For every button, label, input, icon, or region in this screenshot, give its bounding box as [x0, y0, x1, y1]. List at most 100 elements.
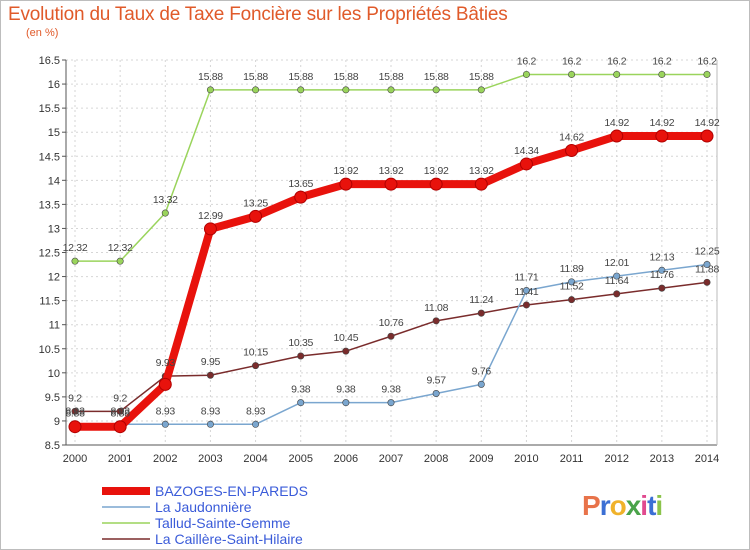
y-tick-label: 13 — [48, 223, 60, 235]
data-point — [387, 86, 395, 94]
x-tick-label: 2002 — [153, 453, 177, 465]
x-tick-label: 2013 — [650, 453, 674, 465]
y-tick-label: 12 — [48, 272, 60, 284]
data-label: 14.92 — [604, 117, 629, 129]
data-label: 13.25 — [243, 197, 268, 209]
data-point — [161, 420, 169, 428]
data-point — [474, 177, 488, 191]
x-tick-label: 2007 — [379, 453, 403, 465]
data-point — [342, 347, 350, 355]
data-point — [658, 70, 666, 78]
data-label: 9.2 — [113, 392, 127, 404]
data-label: 15.88 — [469, 71, 494, 83]
y-tick-label: 16.5 — [39, 55, 60, 67]
data-point — [252, 86, 260, 94]
data-point — [387, 399, 395, 407]
data-label: 13.92 — [333, 165, 358, 177]
data-point — [522, 287, 530, 295]
x-tick-label: 2005 — [288, 453, 312, 465]
data-label: 10.15 — [243, 347, 268, 359]
data-point — [252, 362, 260, 370]
chart-title: Evolution du Taux de Taxe Foncière sur l… — [8, 4, 508, 25]
data-label: 16.2 — [697, 55, 717, 67]
y-tick-label: 15 — [48, 127, 60, 139]
data-label: 11.64 — [605, 275, 629, 287]
unit-label: (en %) — [26, 27, 59, 39]
data-label: 10.45 — [333, 332, 358, 344]
data-label: 11.89 — [560, 263, 584, 275]
data-label: 8.93 — [65, 405, 85, 417]
data-point — [203, 222, 217, 236]
data-label: 16.2 — [517, 55, 537, 67]
x-tick-label: 2008 — [424, 453, 448, 465]
data-label: 9.2 — [68, 392, 82, 404]
data-label: 13.92 — [424, 165, 449, 177]
axes: 2000 2001 2002 2003 2004 2005 2006 2007 2008 2009… — [39, 55, 720, 465]
data-point — [703, 278, 711, 286]
x-tick-label: 2012 — [604, 453, 628, 465]
y-tick-label: 16 — [48, 79, 60, 91]
data-label: 15.88 — [288, 71, 313, 83]
data-label: 12.32 — [63, 242, 88, 254]
x-tick-label: 2000 — [63, 453, 87, 465]
data-point — [658, 266, 666, 274]
data-point — [342, 399, 350, 407]
data-point — [700, 129, 714, 143]
data-point — [613, 272, 621, 280]
data-label: 15.88 — [424, 71, 449, 83]
y-tick-label: 14 — [48, 175, 60, 187]
data-label: 10.35 — [288, 337, 313, 349]
y-tick-label: 14.5 — [39, 151, 60, 163]
series-layer — [68, 70, 714, 434]
data-label: 9.76 — [472, 365, 492, 377]
data-point — [339, 177, 353, 191]
legend-label: La Jaudonnière — [155, 499, 252, 515]
data-point — [655, 129, 669, 143]
data-label: 11.71 — [514, 272, 538, 284]
data-point — [568, 296, 576, 304]
data-point — [519, 157, 533, 171]
data-label: 8.93 — [246, 405, 266, 417]
data-label: 9.57 — [427, 375, 447, 387]
y-tick-label: 8.5 — [45, 440, 60, 452]
data-label: 12.32 — [108, 242, 133, 254]
data-point — [429, 177, 443, 191]
data-label: 15.88 — [243, 71, 268, 83]
y-tick-label: 9.5 — [45, 392, 60, 404]
legend-label: BAZOGES-EN-PAREDS — [155, 483, 308, 499]
data-label: 12.25 — [695, 246, 720, 258]
data-point — [613, 290, 621, 298]
data-point — [432, 390, 440, 398]
data-point — [252, 420, 260, 428]
data-point — [116, 407, 124, 415]
x-tick-label: 2014 — [695, 453, 719, 465]
data-label: 14.34 — [514, 145, 539, 157]
data-point — [297, 86, 305, 94]
data-point — [565, 143, 579, 157]
y-tick-label: 11.5 — [39, 296, 60, 308]
data-label: 8.93 — [111, 405, 131, 417]
data-label: 9.38 — [381, 384, 401, 396]
data-point — [161, 209, 169, 217]
data-point — [522, 70, 530, 78]
data-point — [568, 278, 576, 286]
y-tick-label: 13.5 — [39, 199, 60, 211]
data-label: 16.2 — [607, 55, 627, 67]
x-tick-label: 2010 — [514, 453, 538, 465]
data-label: 12.01 — [604, 257, 629, 269]
data-point — [658, 284, 666, 292]
legend-label: La Caillère-Saint-Hilaire — [155, 531, 303, 547]
data-point — [522, 301, 530, 309]
y-tick-label: 15.5 — [39, 103, 60, 115]
data-label: 10.76 — [379, 317, 404, 329]
data-label: 11.76 — [650, 269, 674, 281]
data-label: 11.88 — [695, 263, 719, 275]
data-point — [384, 177, 398, 191]
x-tick-label: 2009 — [469, 453, 493, 465]
x-tick-label: 2004 — [243, 453, 267, 465]
data-point — [342, 86, 350, 94]
data-label: 16.2 — [652, 55, 672, 67]
data-label: 13.92 — [469, 165, 494, 177]
